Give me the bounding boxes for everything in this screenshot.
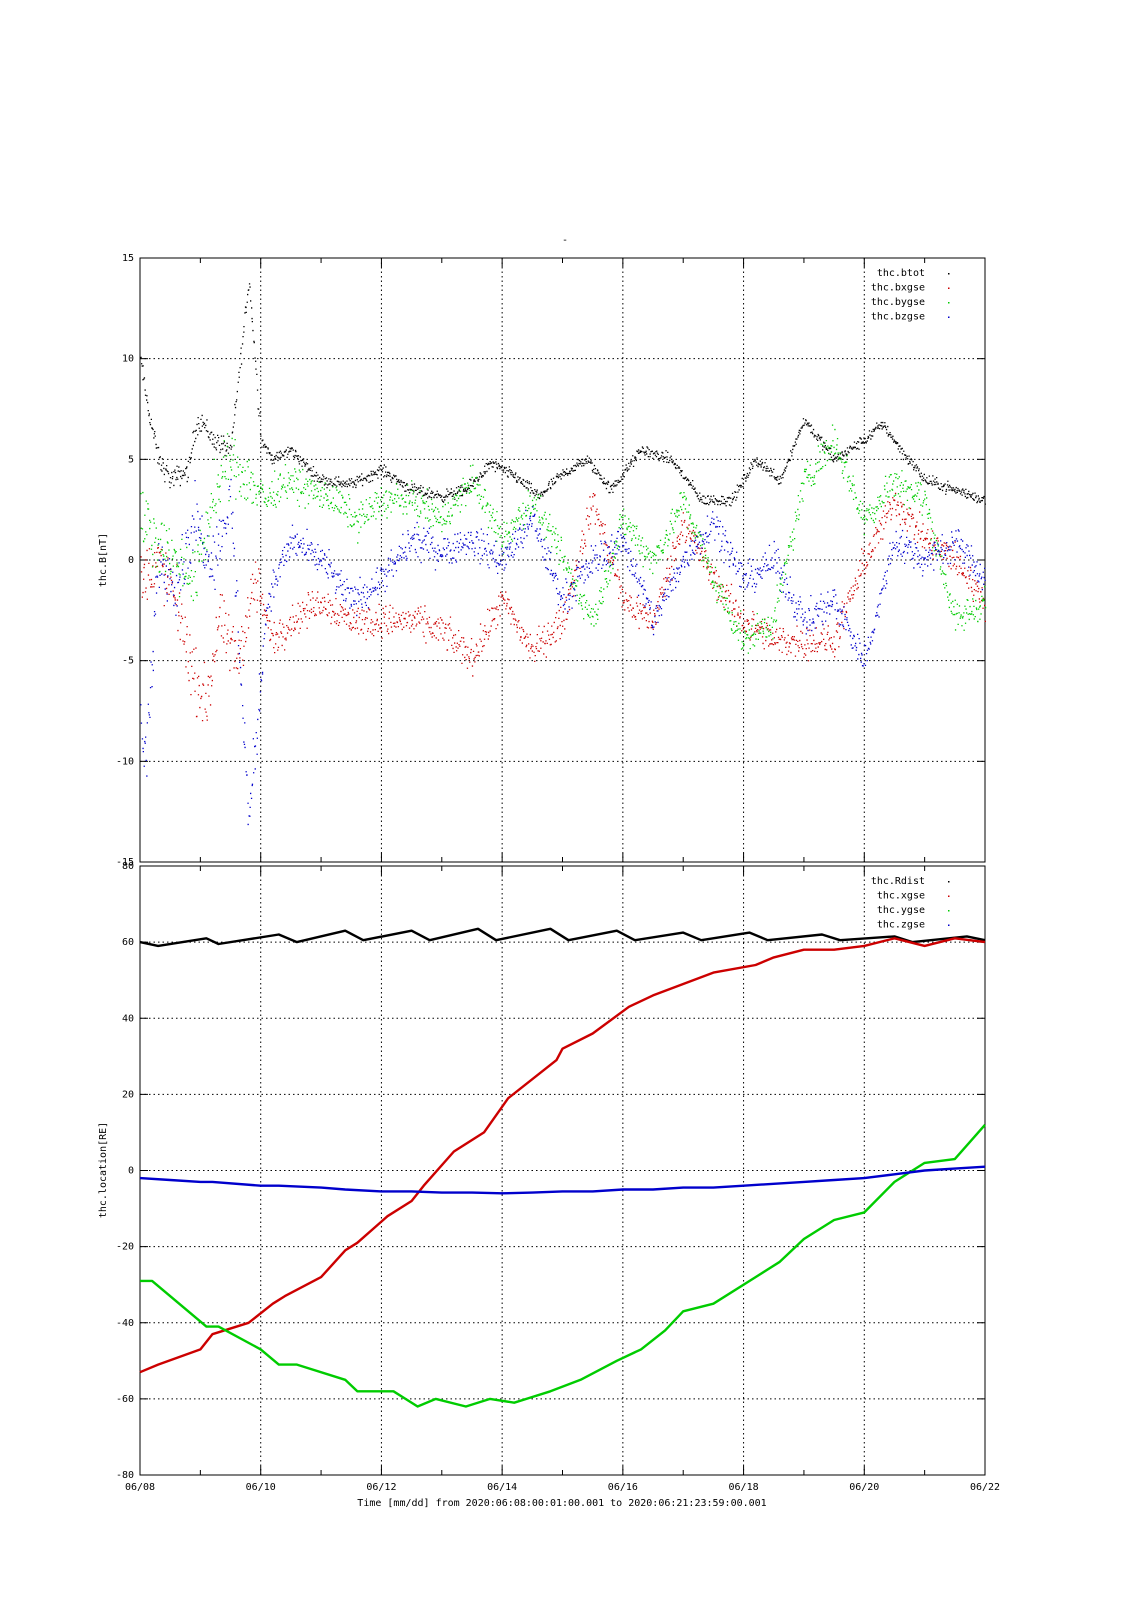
legend-marker (948, 273, 950, 275)
legend-label: thc.bxgse (871, 283, 925, 294)
series-line (139, 937, 986, 1374)
grid (140, 258, 985, 862)
legend-marker (948, 924, 950, 926)
y-tick-label: 0 (128, 555, 134, 566)
y-tick-label: 15 (122, 253, 134, 264)
y-tick-label: -5 (122, 656, 134, 667)
legend-label: thc.xgse (877, 891, 925, 902)
y-axis-ticks: 15 10 5 0 -5 -10 -15 (116, 253, 986, 868)
x-tick-label: 06/22 (970, 1482, 1000, 1493)
y-tick-label: -15 (116, 857, 134, 868)
legend-marker (948, 895, 950, 897)
legend-label: thc.bzgse (871, 312, 925, 323)
y-tick-label: -80 (116, 1470, 134, 1481)
y-tick-label: 0 (128, 1166, 134, 1177)
legend-label: thc.ygse (877, 905, 925, 916)
y-tick-label: 80 (122, 861, 134, 872)
legend-marker (948, 881, 950, 883)
legend-marker (948, 910, 950, 912)
magnetic-field-panel: 15 10 5 0 -5 -10 -15 thc.B[nT] thc.btot thc.bxg… (98, 253, 987, 868)
series-line (139, 927, 986, 948)
data-points (140, 283, 986, 507)
series-line (140, 1124, 986, 1408)
legend: thc.Rdist thc.xgse thc.ygse thc.zgse (871, 876, 950, 931)
location-panel: 80 60 40 20 0 -20 -40 -60 -80 thc.location[RE] t… (98, 861, 986, 1481)
x-tick-label: 06/08 (125, 1482, 155, 1493)
series-group (139, 927, 986, 1408)
data-points (140, 492, 986, 722)
legend-marker (948, 287, 950, 289)
y-axis-label: thc.B[nT] (98, 533, 109, 587)
legend-label: thc.Rdist (871, 876, 925, 887)
y-tick-label: -10 (116, 756, 134, 767)
series-group (140, 283, 987, 826)
grid (140, 866, 985, 1475)
legend-label: thc.zgse (877, 920, 925, 931)
data-points (140, 478, 986, 826)
x-axis-ticks: 06/08 06/10 06/12 06/14 06/16 06/18 06/20 06/22 (125, 1482, 1000, 1493)
y-tick-label: 60 (122, 937, 134, 948)
legend-marker (948, 316, 950, 318)
x-tick-label: 06/20 (849, 1482, 879, 1493)
legend-label: thc.bygse (871, 297, 925, 308)
y-tick-label: 5 (128, 454, 134, 465)
y-tick-label: -60 (116, 1394, 134, 1405)
y-tick-label: 40 (122, 1013, 134, 1024)
legend-marker (948, 302, 950, 304)
page-title: - (562, 235, 568, 246)
y-tick-label: 20 (122, 1089, 134, 1100)
y-tick-label: -20 (116, 1242, 134, 1253)
legend: thc.btot thc.bxgse thc.bygse thc.bzgse (871, 268, 950, 323)
x-axis-label: Time [mm/dd] from 2020:06:08:00:01:00.00… (357, 1498, 766, 1509)
series-thc-bzgse (140, 478, 986, 826)
y-axis-label: thc.location[RE] (98, 1122, 109, 1218)
y-tick-label: -40 (116, 1318, 134, 1329)
x-tick-label: 06/14 (487, 1482, 517, 1493)
series-thc-Rdist (139, 927, 986, 948)
x-tick-label: 06/16 (608, 1482, 638, 1493)
x-tick-label: 06/18 (729, 1482, 759, 1493)
series-thc-bxgse (140, 492, 986, 722)
series-thc-xgse (139, 937, 986, 1374)
legend-label: thc.btot (877, 268, 925, 279)
x-tick-label: 06/10 (246, 1482, 276, 1493)
y-axis-ticks: 80 60 40 20 0 -20 -40 -60 -80 (116, 861, 986, 1481)
series-thc-ygse (140, 1124, 986, 1408)
y-tick-label: 10 (122, 354, 134, 365)
x-tick-label: 06/12 (366, 1482, 396, 1493)
series-thc-btot (140, 283, 986, 507)
series-thc-zgse (139, 1165, 986, 1195)
series-line (139, 1165, 986, 1195)
